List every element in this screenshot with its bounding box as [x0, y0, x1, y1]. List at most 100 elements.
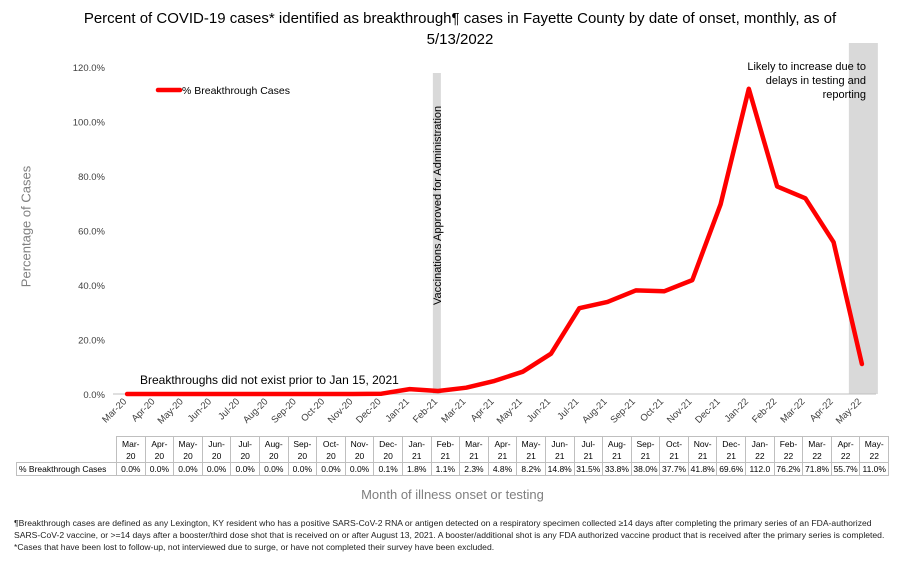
table-value-cell: 11.0% — [859, 462, 890, 476]
x-tick-label: Dec-20 — [354, 396, 383, 425]
y-tick-label: 40.0% — [78, 281, 105, 292]
data-point — [803, 196, 807, 200]
table-value-cell: 55.7% — [830, 462, 861, 476]
table-header-cell: Jun- 20 — [201, 436, 232, 463]
data-point — [210, 392, 214, 396]
table-header-cell: Apr- 22 — [830, 436, 861, 463]
x-tick-label: Sep-21 — [608, 396, 637, 425]
table-header-cell: Apr- 21 — [487, 436, 518, 463]
x-tick-label: Nov-20 — [326, 396, 355, 425]
table-header-cell: Jul- 20 — [230, 436, 260, 463]
data-point — [295, 392, 299, 396]
chart-title: Percent of COVID-19 cases* identified as… — [83, 10, 837, 48]
x-tick-label: Aug-20 — [241, 396, 270, 425]
data-point — [351, 392, 355, 396]
table-value-cell: 0.0% — [287, 462, 318, 476]
legend-label: % Breakthrough Cases — [182, 85, 290, 97]
x-tick-label: Apr-20 — [130, 396, 158, 424]
data-table: Mar- 20 Apr- 20 May- 20 Jun- 20 Jul- 20 Aug- 20 Sep-… — [16, 436, 890, 476]
table-value-cell: 0.0% — [316, 462, 346, 476]
data-point — [464, 386, 468, 390]
table-value-cell: 112.0 — [745, 462, 775, 476]
table-value-cell: 41.8% — [687, 462, 718, 476]
table-value-cell: 2.3% — [459, 462, 489, 476]
table-value-cell: 0.0% — [116, 462, 146, 476]
x-tick-label: Jun-21 — [525, 396, 553, 424]
data-point — [549, 352, 553, 356]
x-tick-label: Jul-21 — [555, 396, 581, 422]
data-point — [153, 392, 157, 396]
data-point — [436, 389, 440, 393]
vaccination-band-label: Vaccinations Approved for Administration — [432, 106, 444, 305]
x-tick-label: Dec-21 — [693, 396, 722, 425]
table-value-cell: 76.2% — [773, 462, 804, 476]
footnote: ¶Breakthrough cases are defined as any L… — [14, 518, 885, 552]
table-value-cell: 0.0% — [173, 462, 203, 476]
table-value-cell: 0.0% — [230, 462, 260, 476]
y-tick-label: 0.0% — [83, 390, 105, 401]
data-point — [662, 289, 666, 293]
table-header-cell: May- 21 — [516, 436, 546, 463]
x-tick-label: Feb-22 — [750, 396, 779, 425]
y-axis-label-text: Percentage of Cases — [18, 165, 34, 288]
table-header-cell: Sep- 21 — [630, 436, 661, 463]
x-tick-label: May-21 — [495, 396, 525, 426]
table-header-cell: Oct- 20 — [316, 436, 346, 463]
table-value-cell: 1.1% — [430, 462, 461, 476]
table-header-cell: Mar- 22 — [802, 436, 832, 463]
x-tick-label: Aug-21 — [580, 396, 609, 425]
data-point — [577, 306, 581, 310]
x-tick-label: Feb-21 — [411, 396, 440, 425]
x-tick-label: Jan-22 — [723, 396, 751, 424]
table-corner — [17, 437, 117, 463]
table-value-cell: 31.5% — [573, 462, 604, 476]
table-header-cell: Jun- 21 — [544, 436, 575, 463]
data-point — [238, 392, 242, 396]
x-tick-label: Jan-21 — [384, 396, 412, 424]
y-tick-label: 20.0% — [78, 336, 105, 347]
table-value-cell: 1.8% — [401, 462, 432, 476]
data-point — [775, 184, 779, 188]
y-tick-label: 80.0% — [78, 172, 105, 183]
table-header-cell: Apr- 20 — [144, 436, 175, 463]
x-tick-label: Apr-22 — [808, 396, 836, 424]
x-tick-label: Mar-21 — [439, 396, 468, 425]
recent-band-label: delays in testing and — [766, 75, 866, 87]
y-tick-label: 100.0% — [73, 118, 106, 129]
table-header-cell: Sep- 20 — [287, 436, 318, 463]
table-header-cell: May- 20 — [173, 436, 203, 463]
x-tick-label: Oct-20 — [299, 396, 327, 424]
table-header-cell: Jan- 22 — [745, 436, 775, 463]
table-value-cell: 0.1% — [373, 462, 403, 476]
table-row-label: % Breakthrough Cases — [16, 462, 117, 476]
table-header-cell: Aug- 21 — [602, 436, 632, 463]
table-value-cell: 14.8% — [544, 462, 575, 476]
x-tick-label: May-20 — [156, 396, 186, 426]
table-header-cell: Aug- 20 — [258, 436, 289, 463]
table-value-cell: 8.2% — [516, 462, 546, 476]
data-point — [860, 362, 864, 366]
vaccination-band — [432, 73, 441, 394]
table-header-cell: May- 22 — [859, 436, 890, 463]
x-tick-label: Oct-21 — [638, 396, 666, 424]
x-tick-label: Mar-22 — [778, 396, 807, 425]
data-point — [379, 392, 383, 396]
table-value-cell: 0.0% — [144, 462, 175, 476]
table-header-cell: Nov- 20 — [344, 436, 375, 463]
table-header-cell: Feb- 21 — [430, 436, 461, 463]
x-tick-label: May-22 — [834, 396, 864, 426]
table-value-cell: 38.0% — [630, 462, 661, 476]
data-point — [182, 392, 186, 396]
table-value-cell: 0.0% — [258, 462, 289, 476]
data-point — [521, 370, 525, 374]
data-point — [266, 392, 270, 396]
data-point — [493, 379, 496, 383]
table-header-cell: Jul- 21 — [573, 436, 604, 463]
table-value-cell: 0.0% — [344, 462, 375, 476]
data-point — [634, 288, 638, 292]
table-header-cell: Nov- 21 — [687, 436, 718, 463]
data-point — [408, 387, 412, 391]
table-header-cell: Dec- 20 — [373, 436, 403, 463]
x-tick-label: Nov-21 — [665, 396, 694, 425]
table-header-cell: Mar- 20 — [116, 436, 146, 463]
